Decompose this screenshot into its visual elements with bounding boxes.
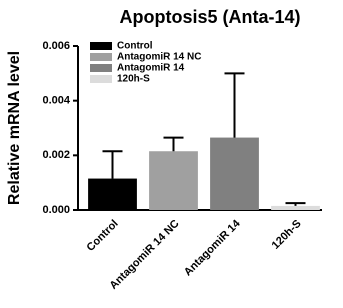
y-tick-label: 0.006 [42,40,70,52]
legend-swatch [90,53,112,61]
error-bar [102,150,123,179]
y-tick-label: 0.002 [42,149,70,161]
bar [271,205,320,210]
error-bar [285,202,306,206]
legend-swatch [90,75,112,83]
error-bar [224,72,245,138]
y-tick-label: 0.004 [42,95,70,107]
legend-swatch [90,42,112,50]
x-tick-label: AntagomiR 14 [182,217,243,278]
y-tick-label: 0.000 [42,204,70,216]
legend-label: 120h-S [117,74,150,85]
y-axis-label: Relative mRNA level [6,51,23,205]
error-bar [163,136,184,152]
bar [210,137,259,210]
legend-label: AntagomiR 14 NC [117,52,201,63]
x-tick-label: Control [85,218,121,254]
bar [149,151,198,210]
chart-title: Apoptosis5 (Anta-14) [119,7,300,27]
legend-label: Control [117,41,153,52]
legend-label: AntagomiR 14 [117,63,185,74]
bar [88,178,137,210]
legend-swatch [90,64,112,72]
x-tick-label: AntagomiR 14 NC [107,218,181,292]
x-tick-label: 120h-S [270,218,304,252]
